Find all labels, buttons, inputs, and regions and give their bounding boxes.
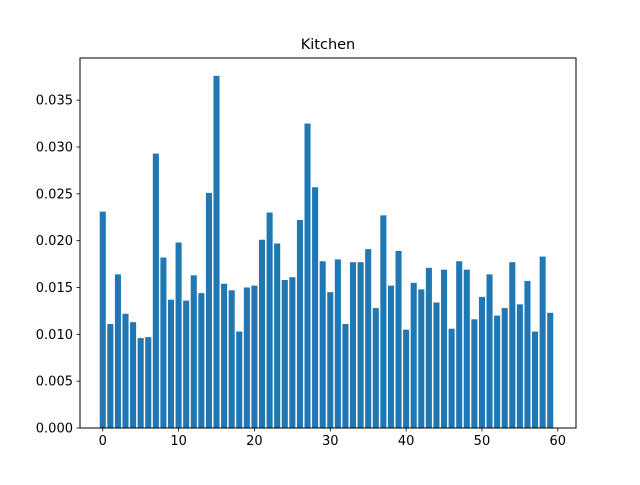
- bar: [532, 331, 539, 428]
- bar: [509, 262, 516, 428]
- y-tick-label: 0.010: [36, 328, 73, 343]
- bar: [190, 275, 197, 428]
- bar: [167, 299, 175, 428]
- bar: [114, 274, 121, 428]
- bar: [243, 287, 250, 428]
- y-tick-label: 0.005: [36, 375, 73, 390]
- bar: [152, 153, 159, 429]
- y-tick-label: 0.030: [36, 140, 73, 155]
- y-tick-label: 0.035: [36, 94, 73, 109]
- x-tick-label: 20: [246, 434, 263, 449]
- bar: [198, 293, 205, 428]
- bar: [410, 282, 417, 428]
- bar: [501, 308, 508, 428]
- x-tick-label: 40: [398, 434, 415, 449]
- bar: [258, 239, 266, 428]
- bar: [357, 262, 364, 428]
- bar: [266, 212, 273, 428]
- bar: [236, 331, 243, 428]
- bar: [122, 313, 129, 428]
- x-axis: 0 10 20 30 40 50 60: [99, 428, 566, 449]
- plot-frame: [79, 57, 577, 429]
- bar: [304, 123, 311, 428]
- bar: [365, 249, 372, 428]
- bar: [175, 242, 182, 428]
- bar: [456, 261, 463, 428]
- bar: [349, 262, 357, 428]
- y-tick-label: 0.015: [36, 281, 73, 296]
- bar: [418, 289, 425, 428]
- bar: [478, 296, 485, 428]
- y-tick-label: 0.025: [36, 187, 73, 202]
- bar: [251, 285, 258, 428]
- bar: [516, 304, 523, 428]
- bar: [160, 257, 167, 428]
- bar: [274, 243, 281, 428]
- bar: [289, 277, 296, 428]
- bar: [433, 302, 440, 428]
- bar: [471, 319, 478, 428]
- bar: [494, 315, 501, 428]
- x-tick-label: 0: [99, 434, 107, 449]
- x-tick-label: 30: [322, 434, 339, 449]
- bar: [183, 300, 190, 428]
- bar: [327, 292, 334, 428]
- x-tick-label: 10: [170, 434, 187, 449]
- bar: [107, 324, 114, 428]
- bar: [281, 280, 288, 428]
- bar: [296, 220, 303, 428]
- bar: [387, 285, 394, 428]
- y-tick-label: 0.020: [36, 234, 73, 249]
- x-tick-label: 50: [474, 434, 491, 449]
- bar: [547, 312, 554, 428]
- bar: [372, 308, 379, 428]
- bar: [319, 261, 326, 428]
- bar: [145, 337, 152, 428]
- chart-title: Kitchen: [301, 37, 356, 53]
- bar: [228, 290, 235, 428]
- bar: [486, 274, 493, 428]
- bar: [137, 338, 144, 428]
- bar: [205, 192, 212, 428]
- bar: [380, 215, 387, 428]
- bar: [130, 322, 137, 428]
- bar: [403, 329, 410, 428]
- y-axis: 0.000 0.005 0.010 0.015 0.020 0.025 0.030 0.035: [36, 94, 80, 437]
- bar: [221, 283, 228, 428]
- bar: [213, 75, 220, 429]
- bar: [334, 259, 341, 428]
- bar: [539, 256, 546, 428]
- bar: [524, 280, 531, 428]
- bar: [441, 269, 448, 428]
- bar: [342, 324, 349, 428]
- x-tick-label: 60: [550, 434, 567, 449]
- bar: [395, 250, 402, 428]
- y-tick-label: 0.000: [36, 422, 73, 437]
- bar: [448, 328, 455, 428]
- bars: [99, 75, 554, 429]
- bar: [425, 267, 432, 428]
- bar: [99, 211, 106, 428]
- bar: [463, 269, 470, 428]
- bar: [312, 187, 319, 428]
